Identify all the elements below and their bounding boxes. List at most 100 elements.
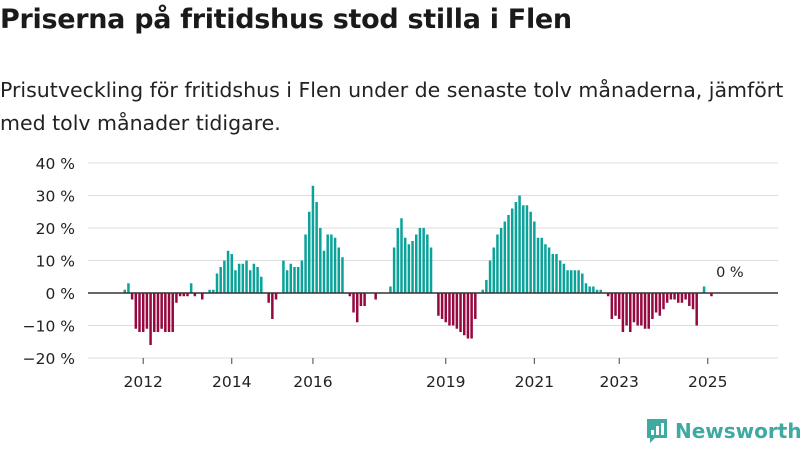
- bar: [573, 270, 577, 293]
- bar: [311, 185, 315, 293]
- bar: [175, 293, 178, 303]
- bar: [400, 218, 403, 293]
- bar: [684, 293, 687, 300]
- bar: [418, 228, 422, 293]
- y-tick-label: 20 %: [36, 220, 75, 238]
- bar: [230, 254, 234, 293]
- bar: [326, 234, 329, 293]
- bar: [300, 260, 304, 293]
- bar: [407, 244, 411, 293]
- bar: [237, 263, 241, 293]
- bar: [440, 293, 444, 319]
- bar: [621, 293, 625, 332]
- bar: [359, 293, 363, 306]
- bar: [156, 293, 160, 332]
- bar: [577, 270, 580, 293]
- bar: [610, 293, 614, 319]
- bar: [470, 293, 473, 339]
- bar: [260, 276, 263, 293]
- bar: [599, 289, 603, 293]
- bar: [651, 293, 654, 319]
- bar: [522, 205, 525, 293]
- bar: [138, 293, 141, 332]
- bar: [322, 250, 326, 293]
- bar: [426, 234, 429, 293]
- x-tick-label: 2014: [212, 373, 251, 391]
- bar: [145, 293, 149, 329]
- bar: [226, 250, 230, 293]
- y-tick-label: 40 %: [36, 155, 75, 173]
- bar: [296, 267, 300, 293]
- chart-subtitle: Prisutveckling för fritidshus i Flen und…: [0, 78, 784, 135]
- bar: [629, 293, 632, 332]
- bar: [429, 247, 433, 293]
- bar: [632, 293, 636, 323]
- bar: [422, 228, 425, 293]
- bar: [182, 293, 186, 297]
- bar: [149, 293, 152, 345]
- bar: [695, 293, 698, 326]
- bar: [647, 293, 650, 329]
- bar: [625, 293, 628, 326]
- bar: [669, 293, 673, 300]
- bar: [677, 293, 680, 303]
- bar: [315, 202, 318, 293]
- bar: [348, 293, 352, 297]
- bar: [396, 228, 400, 293]
- bar: [658, 293, 662, 316]
- bar: [569, 270, 573, 293]
- y-tick-label: 10 %: [36, 253, 75, 271]
- bar: [680, 293, 684, 303]
- bar: [330, 234, 333, 293]
- bar: [252, 263, 256, 293]
- bar: [333, 237, 337, 293]
- bar: [285, 270, 289, 293]
- chart-title: Priserna på fritidshus stod stilla i Fle…: [0, 4, 572, 35]
- bar: [374, 293, 377, 300]
- bar: [654, 293, 658, 313]
- bar: [588, 286, 591, 293]
- bar: [248, 270, 252, 293]
- bar: [529, 211, 532, 293]
- y-tick-label: −10 %: [23, 318, 75, 336]
- bar: [525, 205, 529, 293]
- bar: [702, 286, 706, 293]
- bar: [444, 293, 448, 323]
- bar: [363, 293, 366, 306]
- bar: [636, 293, 639, 326]
- bar: [337, 247, 341, 293]
- bar: [691, 293, 695, 310]
- bar: [514, 202, 518, 293]
- bar: [308, 211, 311, 293]
- annotation-layer: 0 %: [716, 265, 744, 281]
- bar: [352, 293, 355, 313]
- bar: [245, 260, 248, 293]
- bar: [267, 293, 270, 303]
- bar: [507, 215, 510, 293]
- bar: [673, 293, 676, 300]
- bar: [293, 267, 296, 293]
- bar: [127, 283, 130, 293]
- bar: [614, 293, 617, 316]
- bar: [581, 273, 584, 293]
- bar: [392, 247, 396, 293]
- bar: [643, 293, 647, 329]
- bar: [403, 237, 407, 293]
- bar: [510, 208, 514, 293]
- x-tick-label: 2023: [599, 373, 638, 391]
- bar: [518, 195, 521, 293]
- bar: [562, 263, 566, 293]
- bar: [167, 293, 171, 332]
- bar: [171, 293, 174, 332]
- bar: [341, 257, 344, 293]
- gridlines: [88, 162, 778, 359]
- bar: [555, 254, 558, 293]
- bar: [474, 293, 477, 319]
- bar: [153, 293, 156, 332]
- bar: [437, 293, 440, 316]
- bar: [566, 270, 569, 293]
- bar: [223, 260, 226, 293]
- bar: [289, 263, 293, 293]
- bar: [710, 293, 713, 297]
- bar: [481, 289, 484, 293]
